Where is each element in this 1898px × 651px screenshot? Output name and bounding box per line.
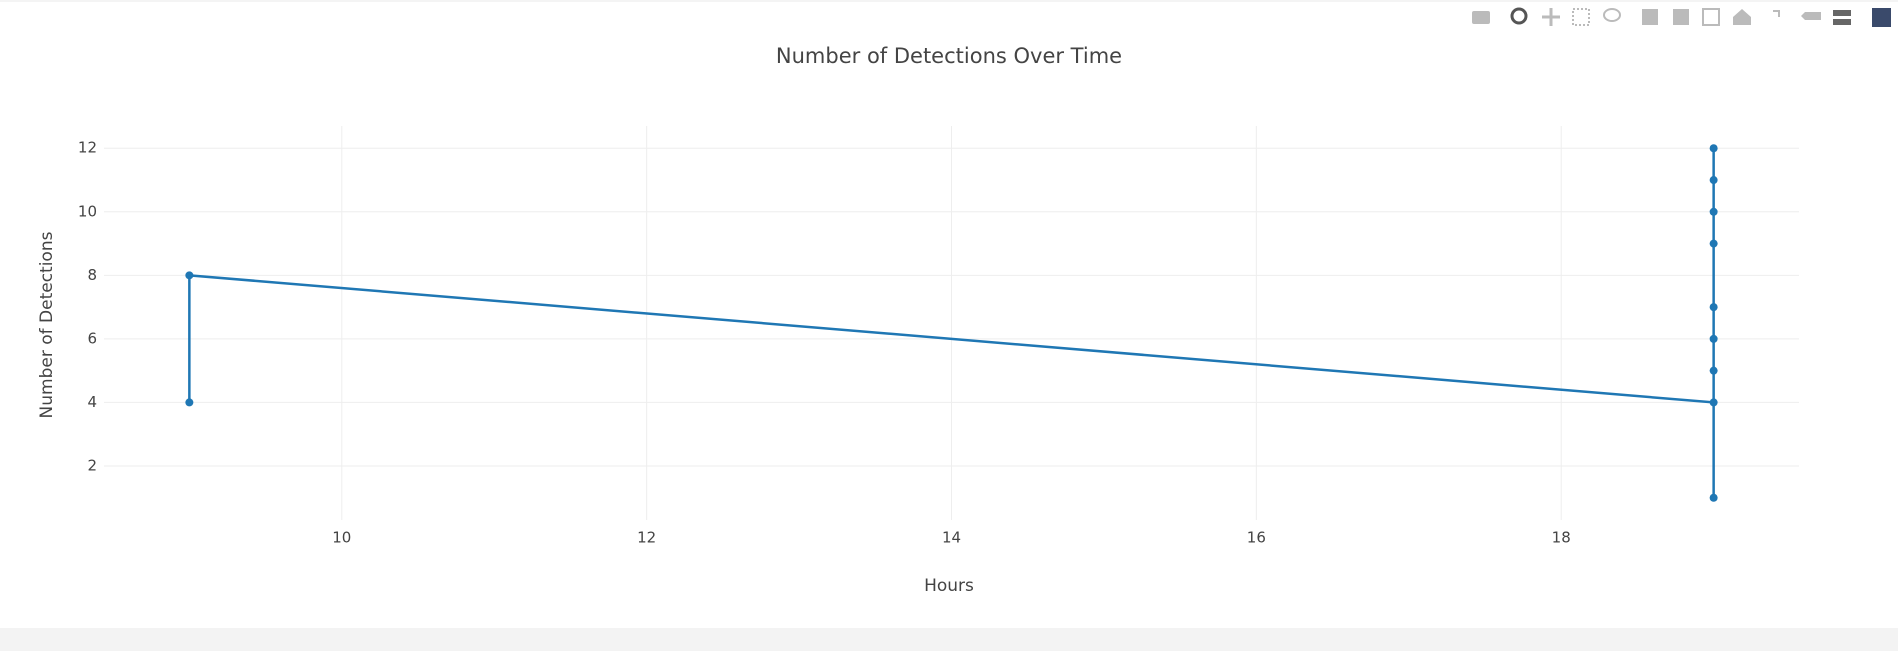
y-tick-label: 2 (87, 456, 97, 474)
hover-compare-button[interactable] (1833, 10, 1851, 25)
marker (1709, 493, 1718, 502)
y-tick-label: 4 (87, 393, 97, 411)
marker (1709, 144, 1718, 153)
x-tick-label: 16 (1247, 529, 1266, 547)
x-tick-label: 10 (332, 529, 351, 547)
reset-button[interactable] (1733, 9, 1751, 25)
zoom-button[interactable] (1510, 7, 1528, 25)
y-tick-label: 6 (87, 329, 97, 347)
marker (1709, 176, 1718, 185)
y-axis-title: Number of Detections (37, 231, 57, 418)
lasso-button[interactable] (1603, 8, 1621, 22)
y-tick-label: 12 (78, 139, 97, 157)
pan-button[interactable] (1542, 8, 1560, 26)
x-tick-label: 18 (1552, 529, 1571, 547)
marker (1709, 334, 1718, 343)
marker (1709, 239, 1718, 248)
modebar (1472, 7, 1891, 27)
spike-button[interactable] (1773, 10, 1780, 17)
plotly-logo[interactable] (1872, 8, 1891, 27)
hover-closest-button[interactable] (1801, 12, 1821, 20)
chart-title: Number of Detections Over Time (776, 44, 1122, 68)
select-button[interactable] (1572, 8, 1590, 26)
marker (1709, 366, 1718, 375)
marker (1709, 303, 1718, 312)
marker (185, 398, 194, 407)
zoom-out-button[interactable] (1673, 9, 1689, 25)
autoscale-button[interactable] (1702, 8, 1720, 26)
marker (1709, 398, 1718, 407)
y-tick-label: 8 (87, 266, 97, 284)
x-tick-label: 14 (942, 529, 961, 547)
marker (185, 271, 194, 280)
marker (1709, 207, 1718, 216)
zoom-in-button[interactable] (1642, 9, 1658, 25)
y-tick-label: 10 (78, 202, 97, 220)
footer-band (0, 628, 1898, 651)
camera-button[interactable] (1472, 11, 1490, 24)
x-axis-title: Hours (924, 576, 974, 596)
x-tick-label: 12 (637, 529, 656, 547)
